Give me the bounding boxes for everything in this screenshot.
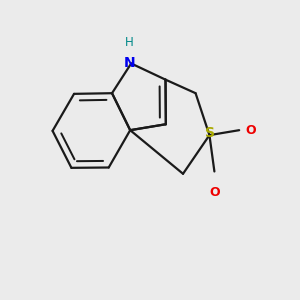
Text: S: S	[206, 127, 215, 140]
Text: O: O	[209, 186, 220, 199]
Text: O: O	[246, 124, 256, 137]
Text: N: N	[124, 56, 135, 70]
Text: H: H	[125, 37, 134, 50]
